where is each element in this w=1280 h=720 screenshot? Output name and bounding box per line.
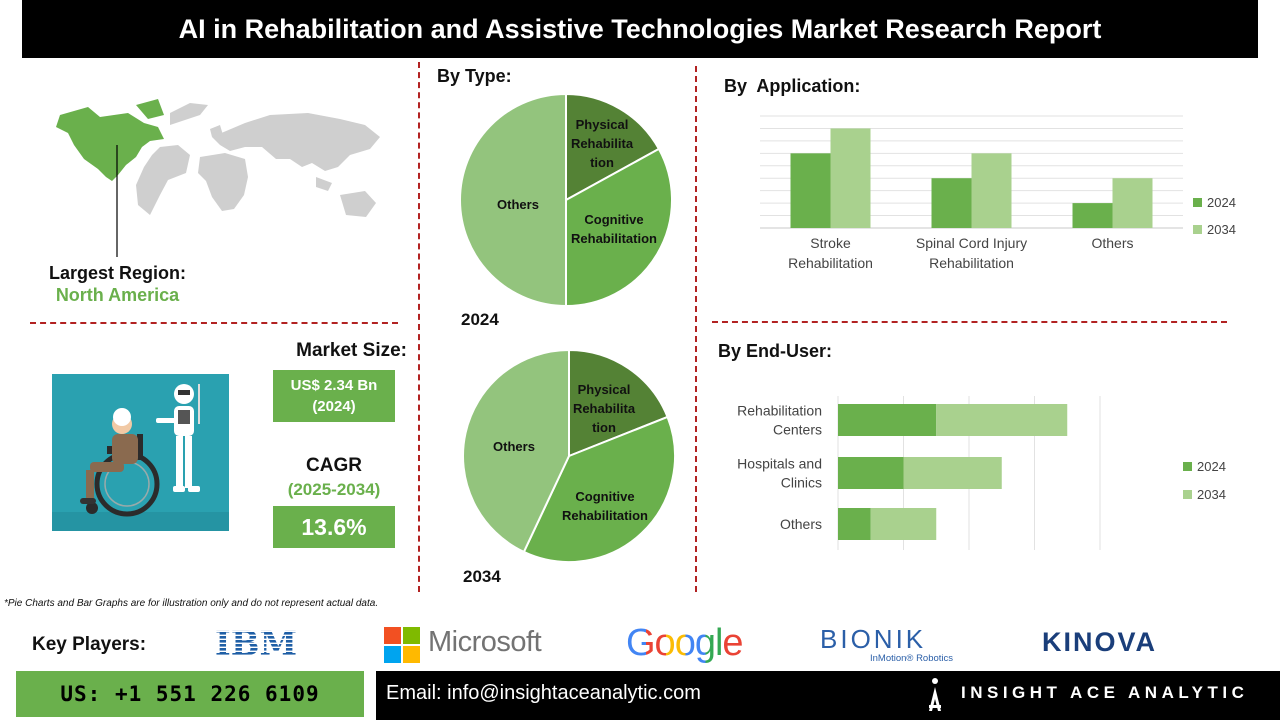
footnote: *Pie Charts and Bar Graphs are for illus… [4, 598, 379, 609]
end-user-legend-2024: 2024 [1183, 459, 1226, 474]
category-label: Others [1091, 235, 1133, 251]
bar-2034 [903, 457, 1002, 489]
bar-2024 [931, 178, 972, 228]
category-label: Spinal Cord Injury Rehabilitation [916, 235, 1027, 271]
robot-wheelchair-illustration [52, 374, 229, 531]
category-label: Hospitals and Clinics [737, 456, 822, 491]
pie-chart-2034: Physical Rehabilita tion Cognitive Rehabilit… [462, 349, 676, 563]
by-end-user-title: By End-User: [718, 341, 833, 361]
pie-slice-label: Others [493, 439, 535, 454]
category-label: Others [780, 516, 822, 532]
world-map [56, 99, 380, 257]
legend-swatch-2024 [1193, 198, 1202, 207]
pie-year-2024: 2024 [461, 310, 499, 329]
category-label: Rehabilitation Centers [737, 403, 822, 438]
end-user-bar-chart: Rehabilitation Centers Hospitals and Clinic… [737, 396, 1101, 550]
pie-slice-label: Others [497, 197, 539, 212]
pie-slice [568, 349, 669, 458]
bionik-logo: BIONIK InMotion® Robotics [820, 624, 960, 668]
legend-label-2034: 2034 [1207, 222, 1236, 237]
category-label: Stroke Rehabilitation [788, 235, 873, 271]
legend-swatch-2024 [1183, 462, 1192, 471]
market-size-box: US$ 2.34 Bn (2024) [273, 370, 395, 422]
cagr-value: 13.6% [273, 506, 395, 548]
bar-2024 [838, 457, 904, 489]
bar-2024 [838, 404, 937, 436]
pie-slice [462, 349, 570, 554]
divider-right [695, 66, 697, 592]
ibm-logo-text: IBM [215, 624, 297, 660]
end-user-legend-2034: 2034 [1183, 487, 1226, 502]
brand-logo-icon [929, 678, 941, 711]
phone-contact: US: +1 551 226 6109 [16, 671, 364, 717]
bar-2024 [790, 153, 831, 228]
pie-chart-2024: Physical Rehabilita tion Cognitive Rehabilit… [459, 93, 672, 307]
bar-2034 [936, 404, 1068, 436]
legend-label-2034: 2034 [1197, 487, 1226, 502]
application-legend-2024: 2024 [1193, 195, 1236, 210]
by-application-title: By Application: [724, 76, 861, 96]
email-bar: Email: info@insightaceanalytic.com INSIG… [376, 671, 1280, 720]
email-contact: Email: info@insightaceanalytic.com [386, 682, 701, 704]
pie-slice [522, 415, 676, 563]
pie-slice [565, 93, 661, 202]
google-logo-text: Google [626, 622, 744, 664]
bar-2034 [971, 153, 1012, 228]
key-players-label: Key Players: [32, 634, 147, 655]
microsoft-logo-text: Microsoft [428, 626, 542, 658]
largest-region-value: North America [55, 285, 180, 305]
pie-year-2034: 2034 [463, 567, 501, 586]
market-size-value: US$ 2.34 Bn [290, 377, 378, 394]
largest-region-label: Largest Region: [48, 263, 186, 283]
cagr-label: CAGR [306, 455, 362, 476]
bar-2024 [1072, 203, 1113, 228]
bar-2034 [830, 128, 871, 228]
by-type-title: By Type: [437, 66, 512, 86]
cagr-years: (2025-2034) [287, 480, 381, 499]
pie-slice-label: Cognitive Rehabilitation [562, 489, 648, 523]
bionik-logo-subtext: InMotion® Robotics [870, 653, 954, 664]
pie-slice-label: Cognitive Rehabilitation [571, 212, 657, 246]
bar-2034 [870, 508, 937, 540]
microsoft-windows-icon [384, 627, 420, 663]
pie-slice [565, 147, 672, 307]
ibm-logo: IBM [215, 624, 297, 660]
divider-right-horizontal [712, 321, 1227, 323]
microsoft-logo: Microsoft [384, 626, 554, 664]
application-legend-2034: 2034 [1193, 222, 1236, 237]
legend-swatch-2034 [1193, 225, 1202, 234]
bionik-logo-text: BIONIK [820, 624, 927, 654]
application-bar-chart: Stroke Rehabilitation Spinal Cord Injury Re… [760, 115, 1183, 271]
bar-2034 [1112, 178, 1153, 228]
brand-name: INSIGHT ACE ANALYTIC [961, 683, 1249, 702]
pie-slice [459, 93, 567, 307]
market-size-year: (2024) [312, 398, 356, 415]
divider-left-horizontal [30, 322, 398, 324]
bar-2024 [838, 508, 871, 540]
kinova-logo-text: KINOVA [1042, 627, 1158, 657]
kinova-logo: KINOVA [1042, 627, 1157, 658]
report-title: AI in Rehabilitation and Assistive Techn… [22, 0, 1258, 58]
pie-slice-label: Physical Rehabilita tion [571, 117, 634, 170]
market-size-label: Market Size: [296, 340, 407, 361]
legend-label-2024: 2024 [1207, 195, 1236, 210]
divider-left [418, 62, 420, 592]
pie-slice-label: Physical Rehabilita tion [573, 382, 636, 435]
legend-swatch-2034 [1183, 490, 1192, 499]
google-logo: Google [626, 622, 744, 665]
legend-label-2024: 2024 [1197, 459, 1226, 474]
